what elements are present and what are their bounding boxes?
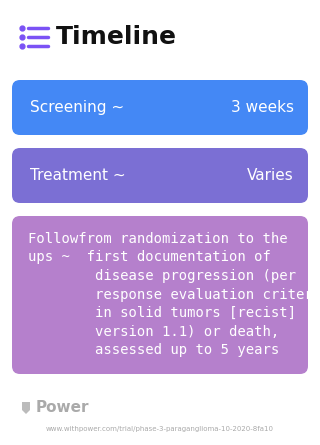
- Text: 3 weeks: 3 weeks: [231, 100, 294, 115]
- FancyBboxPatch shape: [12, 80, 308, 135]
- Text: assessed up to 5 years: assessed up to 5 years: [28, 343, 279, 357]
- Text: version 1.1) or death,: version 1.1) or death,: [28, 324, 279, 339]
- Text: disease progression (per: disease progression (per: [28, 269, 296, 283]
- Text: Power: Power: [36, 400, 90, 416]
- Text: Varies: Varies: [247, 168, 294, 183]
- FancyBboxPatch shape: [12, 148, 308, 203]
- FancyBboxPatch shape: [12, 216, 308, 374]
- Text: Screening ~: Screening ~: [30, 100, 124, 115]
- Text: Timeline: Timeline: [56, 25, 177, 49]
- Text: www.withpower.com/trial/phase-3-paraganglioma-10-2020-8fa10: www.withpower.com/trial/phase-3-paragang…: [46, 426, 274, 432]
- Polygon shape: [22, 402, 30, 414]
- Text: ups ~  first documentation of: ups ~ first documentation of: [28, 251, 271, 264]
- Text: Followfrom randomization to the: Followfrom randomization to the: [28, 232, 288, 246]
- Text: in solid tumors [recist]: in solid tumors [recist]: [28, 306, 296, 320]
- Text: Treatment ~: Treatment ~: [30, 168, 126, 183]
- Text: response evaluation criteria: response evaluation criteria: [28, 287, 320, 302]
